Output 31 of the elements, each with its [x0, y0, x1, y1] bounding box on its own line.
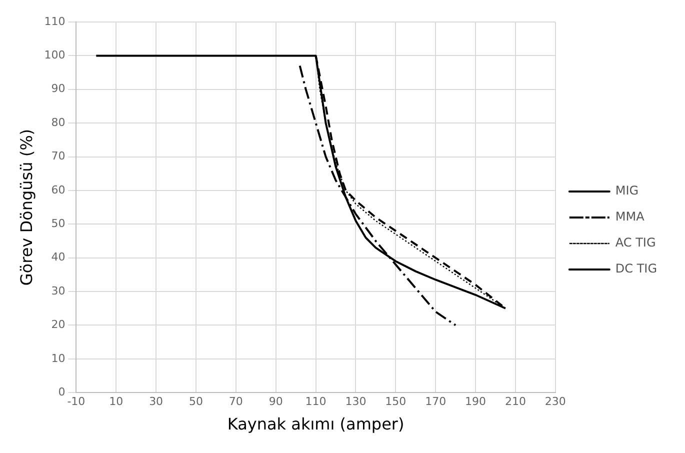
- legend-label: MIG: [615, 184, 639, 198]
- y-tick-label: 70: [51, 150, 66, 163]
- y-tick-label: 40: [51, 250, 66, 264]
- y-tick-label: 20: [51, 318, 66, 332]
- x-tick-label: 70: [228, 395, 243, 408]
- y-tick-label: 60: [51, 183, 66, 196]
- y-tick-label: 100: [44, 48, 66, 62]
- x-tick-label: 90: [268, 395, 283, 408]
- y-axis-title: Görev Döngüsü (%): [16, 128, 36, 286]
- x-tick-label: 50: [188, 395, 203, 408]
- y-tick-label: 90: [51, 82, 66, 96]
- legend-label: MMA: [615, 210, 646, 224]
- y-tick-label: 0: [58, 385, 66, 398]
- x-axis-title: Kaynak akımı (amper): [227, 414, 404, 434]
- x-tick-label: 30: [149, 395, 164, 408]
- legend-label: DC TIG: [615, 262, 658, 276]
- x-tick-label: 210: [504, 395, 526, 408]
- x-tick-label: 130: [345, 395, 366, 408]
- x-tick-label: 10: [109, 395, 124, 408]
- x-tick-label: 150: [385, 395, 406, 408]
- x-tick-label: -10: [67, 395, 86, 408]
- y-tick-label: 80: [51, 116, 66, 129]
- x-tick-label: 170: [425, 395, 446, 408]
- x-tick-label: 190: [465, 395, 486, 408]
- y-tick-label: 30: [51, 284, 66, 298]
- y-tick-label: 110: [44, 14, 66, 28]
- x-tick-label: 110: [305, 395, 326, 408]
- x-tick-label: 230: [544, 395, 566, 408]
- y-tick-label: 10: [51, 352, 66, 365]
- y-tick-label: 50: [51, 217, 66, 230]
- legend-label: AC TIG: [615, 236, 656, 250]
